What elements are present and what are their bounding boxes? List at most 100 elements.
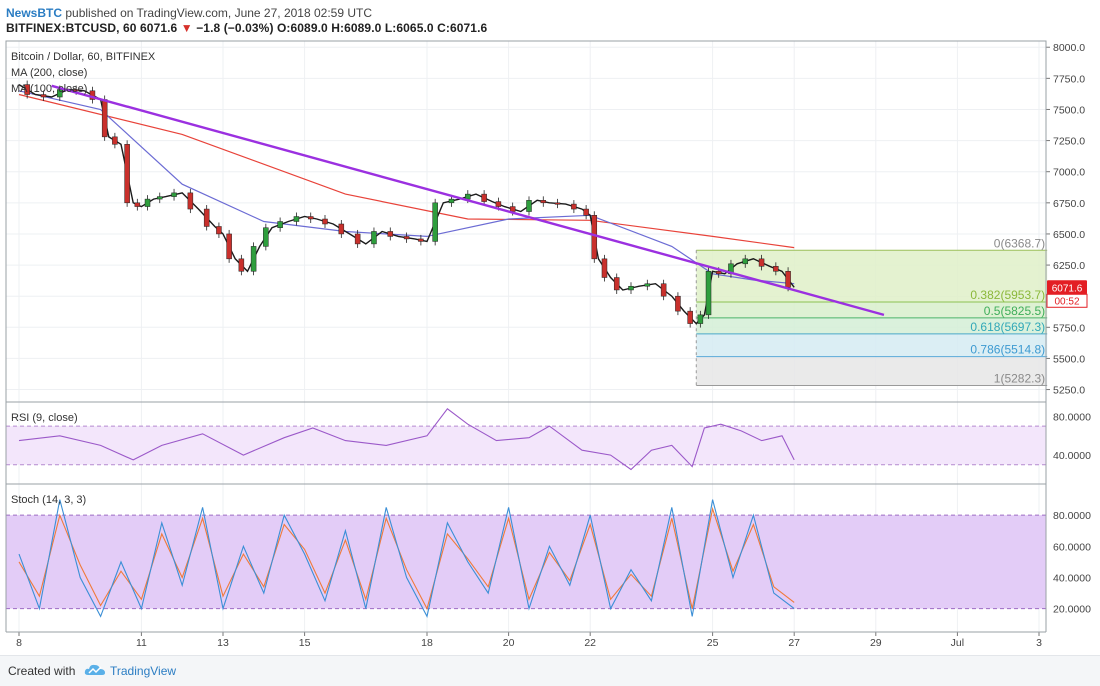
candle xyxy=(277,221,283,228)
last-price-tag-box xyxy=(1047,280,1087,295)
stoch-tick-label: 20.0000 xyxy=(1053,604,1091,616)
stoch-d-line xyxy=(18,506,795,611)
candle xyxy=(705,271,712,316)
candle xyxy=(144,198,151,207)
candle xyxy=(773,266,779,272)
time-tick-label: 22 xyxy=(584,637,596,649)
time-tick-label: 27 xyxy=(788,637,800,649)
candles xyxy=(24,80,791,328)
candle xyxy=(465,193,471,200)
price-tick-label: 7250.0 xyxy=(1053,136,1085,148)
candle xyxy=(157,196,163,200)
pane-borders xyxy=(5,40,1047,633)
candle xyxy=(785,271,791,288)
time-tick-label: 11 xyxy=(136,637,147,649)
candle xyxy=(697,314,704,324)
candle xyxy=(644,283,651,287)
rsi-legend: RSI (9, close) xyxy=(11,412,78,424)
fib-level-label: 0.382(5953.7) xyxy=(970,288,1045,302)
chart-header: NewsBTC published on TradingView.com, Ju… xyxy=(0,0,1100,40)
candle xyxy=(601,258,608,278)
candle xyxy=(226,233,232,260)
symbol-line: BITFINEX:BTCUSD, 60 6071.6 ▼ −1.8 (−0.03… xyxy=(6,21,487,35)
candle xyxy=(554,202,561,205)
candle xyxy=(687,310,693,324)
price-pane-title: Bitcoin / Dollar, 60, BITFINEX xyxy=(11,51,156,63)
published-line: NewsBTC published on TradingView.com, Ju… xyxy=(6,6,372,20)
countdown-label: 00:52 xyxy=(1054,296,1079,307)
tradingview-link[interactable]: TradingView xyxy=(110,664,177,678)
candle xyxy=(758,258,765,267)
down-arrow-icon: ▼ xyxy=(180,21,193,35)
time-tick-label: 29 xyxy=(870,637,882,649)
rsi-tick-label: 40.0000 xyxy=(1053,450,1091,462)
stoch-pane: Stoch (14, 3, 3) 80.0000 60.0000 40.0000 20… xyxy=(6,494,1091,618)
candle xyxy=(540,200,547,204)
stoch-k-line xyxy=(18,499,795,618)
price-axis[interactable]: 8000.0 7750.0 7500.0 7250.0 7000.0 6750.0 6500… xyxy=(1046,42,1085,397)
candle xyxy=(387,231,394,237)
time-tick-label: 18 xyxy=(421,637,433,649)
price-tick-label: 8000.0 xyxy=(1053,42,1085,54)
candle xyxy=(134,202,141,207)
fib-level-label: 0.5(5825.5) xyxy=(984,304,1045,318)
candle xyxy=(495,201,502,207)
candle xyxy=(263,227,269,247)
time-tick-label: 3 xyxy=(1036,637,1042,649)
publisher-name[interactable]: NewsBTC xyxy=(6,6,63,20)
candle xyxy=(613,277,620,291)
candle xyxy=(660,283,667,297)
fib-zone xyxy=(696,317,1048,334)
candle xyxy=(715,271,722,275)
price-tick-label: 7750.0 xyxy=(1053,73,1085,85)
candle xyxy=(216,226,222,235)
fibonacci-retracement[interactable]: 0(6368.7) 0.382(5953.7) 0.5(5825.5) 0.618(5… xyxy=(695,236,1048,387)
chart-canvas[interactable]: 0(6368.7) 0.382(5953.7) 0.5(5825.5) 0.618(5… xyxy=(0,40,1100,655)
candle xyxy=(40,94,47,98)
fib-zone xyxy=(696,333,1048,357)
candle xyxy=(448,198,455,204)
price-change: −1.8 (−0.03%) xyxy=(196,21,274,35)
candle xyxy=(187,192,194,210)
stoch-legend: Stoch (14, 3, 3) xyxy=(11,494,86,506)
candle xyxy=(509,206,516,212)
price-tick-label: 6500.0 xyxy=(1053,229,1085,241)
stoch-tick-label: 60.0000 xyxy=(1053,541,1091,553)
candle xyxy=(203,208,210,227)
ohlc-values: O:6089.0 H:6089.0 L:6065.0 C:6071.6 xyxy=(276,21,488,35)
candle xyxy=(418,238,424,242)
candle xyxy=(250,246,257,272)
time-tick-label: Jul xyxy=(951,637,964,649)
candle xyxy=(171,192,177,197)
candle xyxy=(526,200,532,212)
last-price-tag-label: 6071.6 xyxy=(1052,283,1083,294)
stoch-tick-label: 40.0000 xyxy=(1053,572,1091,584)
price-tick-label: 5500.0 xyxy=(1053,353,1085,365)
price-tick-label: 7000.0 xyxy=(1053,167,1085,179)
candle xyxy=(628,285,634,291)
rsi-axis[interactable]: 80.0000 40.0000 xyxy=(1053,411,1091,462)
candle xyxy=(322,218,328,225)
fib-level-label: 0.786(5514.8) xyxy=(970,343,1045,357)
candle xyxy=(112,136,118,145)
fib-level-label: 0.618(5697.3) xyxy=(970,320,1045,334)
time-axis[interactable]: 8 11 13 15 18 20 22 25 27 29 Jul 3 xyxy=(16,632,1042,649)
time-tick-label: 25 xyxy=(707,637,719,649)
ma100-line xyxy=(18,90,795,285)
ma100-legend: MA (100, close) xyxy=(11,83,87,95)
candle xyxy=(338,223,345,235)
time-tick-label: 15 xyxy=(299,637,311,649)
candle xyxy=(403,236,410,240)
candle xyxy=(238,258,245,272)
price-tick-label: 7500.0 xyxy=(1053,104,1085,116)
last-price: 6071.6 xyxy=(140,21,178,35)
rsi-tick-label: 80.0000 xyxy=(1053,411,1091,423)
symbol-name[interactable]: BITFINEX:BTCUSD, 60 xyxy=(6,21,137,35)
footer: Created with TradingView xyxy=(0,655,1100,686)
published-text: published on TradingView.com, June 27, 2… xyxy=(65,6,373,20)
candle xyxy=(57,89,63,98)
trendline[interactable] xyxy=(51,84,885,317)
created-with-label: Created with xyxy=(8,664,76,678)
stoch-axis[interactable]: 80.0000 60.0000 40.0000 20.0000 xyxy=(1053,510,1091,615)
ma200-line xyxy=(18,93,795,249)
